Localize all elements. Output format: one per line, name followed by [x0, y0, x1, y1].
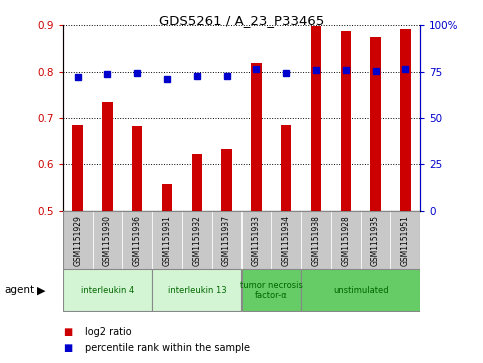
Bar — [182, 211, 212, 269]
Text: log2 ratio: log2 ratio — [85, 327, 131, 337]
Bar — [251, 64, 262, 211]
Text: GSM1151933: GSM1151933 — [252, 215, 261, 266]
Text: unstimulated: unstimulated — [333, 286, 388, 295]
Bar — [63, 269, 152, 311]
Bar — [102, 102, 113, 211]
Bar — [400, 29, 411, 211]
Bar — [162, 184, 172, 211]
Text: percentile rank within the sample: percentile rank within the sample — [85, 343, 250, 354]
Bar — [311, 26, 321, 211]
Bar — [301, 211, 331, 269]
Bar — [361, 211, 390, 269]
Bar — [132, 126, 142, 211]
Text: GDS5261 / A_23_P33465: GDS5261 / A_23_P33465 — [159, 15, 324, 28]
Text: ■: ■ — [63, 343, 72, 354]
Bar — [93, 211, 122, 269]
Text: ▶: ▶ — [37, 285, 46, 295]
Text: GSM1151932: GSM1151932 — [192, 215, 201, 266]
Text: GSM1151938: GSM1151938 — [312, 215, 320, 266]
Text: GSM1151929: GSM1151929 — [73, 215, 82, 266]
Text: GSM1151951: GSM1151951 — [401, 215, 410, 266]
Bar — [242, 211, 271, 269]
Bar — [152, 269, 242, 311]
Bar — [192, 154, 202, 211]
Bar — [341, 32, 351, 211]
Bar — [271, 211, 301, 269]
Text: interleukin 4: interleukin 4 — [81, 286, 134, 295]
Bar — [221, 149, 232, 211]
Text: ■: ■ — [63, 327, 72, 337]
Bar — [72, 125, 83, 211]
Bar — [390, 211, 420, 269]
Text: GSM1151934: GSM1151934 — [282, 215, 291, 266]
Text: GSM1151928: GSM1151928 — [341, 215, 350, 266]
Bar — [242, 269, 301, 311]
Bar — [152, 211, 182, 269]
Bar — [122, 211, 152, 269]
Bar — [281, 125, 291, 211]
Text: GSM1151935: GSM1151935 — [371, 215, 380, 266]
Text: tumor necrosis
factor-α: tumor necrosis factor-α — [240, 281, 303, 300]
Bar — [301, 269, 420, 311]
Bar — [331, 211, 361, 269]
Text: agent: agent — [5, 285, 35, 295]
Bar — [63, 211, 93, 269]
Text: GSM1151930: GSM1151930 — [103, 215, 112, 266]
Text: GSM1151931: GSM1151931 — [163, 215, 171, 266]
Bar — [212, 211, 242, 269]
Text: GSM1151936: GSM1151936 — [133, 215, 142, 266]
Text: interleukin 13: interleukin 13 — [168, 286, 226, 295]
Text: GSM1151937: GSM1151937 — [222, 215, 231, 266]
Bar — [370, 37, 381, 211]
